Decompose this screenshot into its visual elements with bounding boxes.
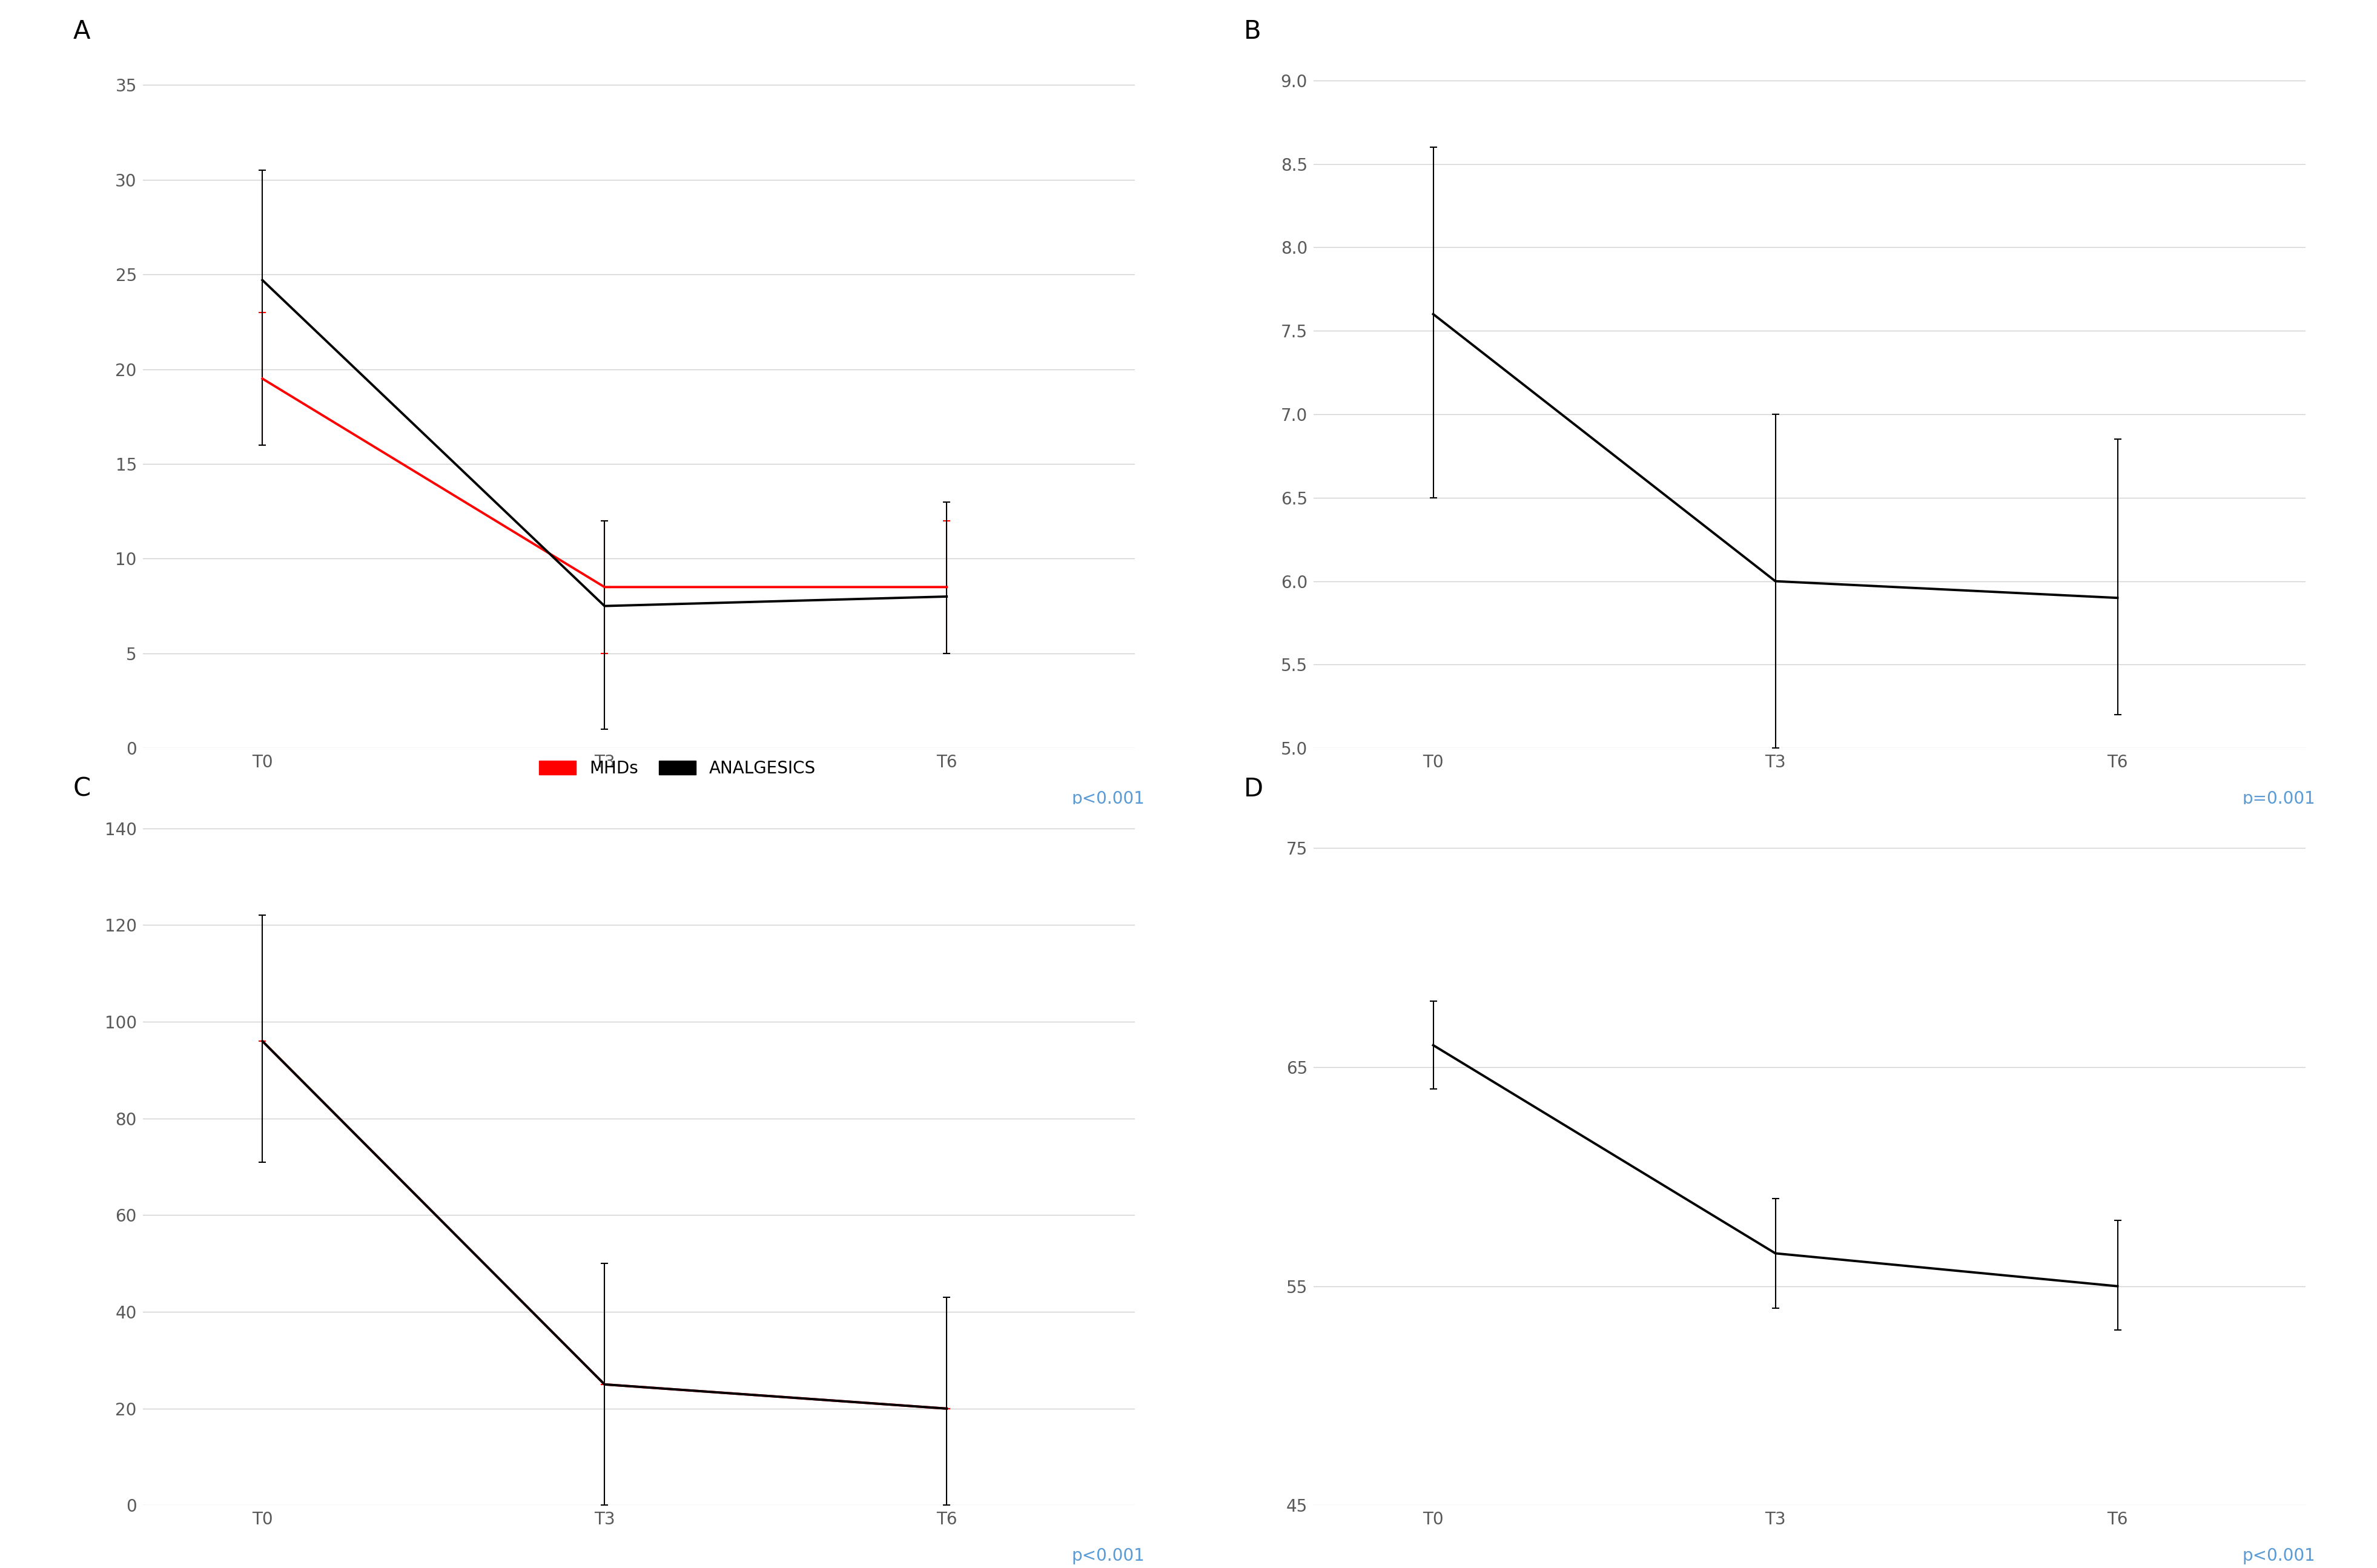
Text: p=0.001: p=0.001 <box>2242 790 2315 808</box>
Text: A: A <box>74 19 90 44</box>
Legend: MHDs, ANALGESICS: MHDs, ANALGESICS <box>532 753 822 784</box>
Text: p<0.001: p<0.001 <box>2242 1548 2315 1565</box>
Text: p<0.001: p<0.001 <box>1072 1548 1146 1565</box>
Text: C: C <box>74 776 90 801</box>
Text: B: B <box>1243 19 1262 44</box>
Text: p<0.001: p<0.001 <box>1072 790 1146 808</box>
Text: D: D <box>1243 776 1265 801</box>
